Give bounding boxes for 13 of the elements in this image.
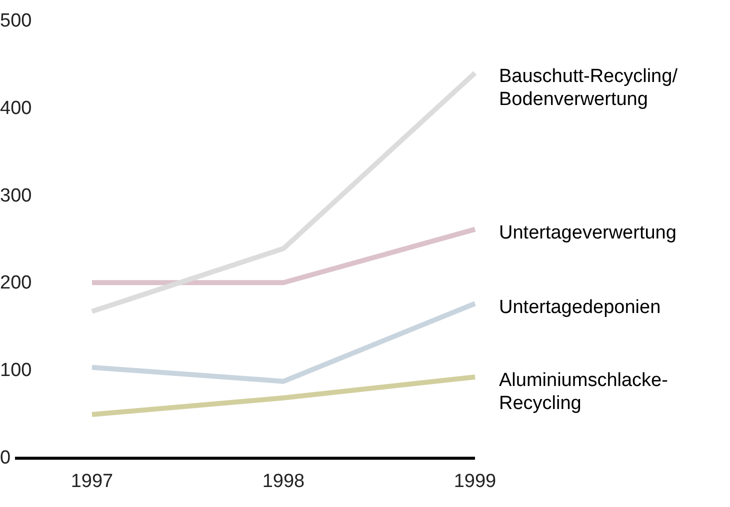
- series-label: Untertagedeponien: [499, 296, 661, 318]
- series-label: Aluminiumschlacke-Recycling: [499, 370, 668, 414]
- x-tick-label: 1998: [262, 470, 305, 492]
- x-tick-label: 1999: [454, 470, 496, 492]
- series-label: Bauschutt-Recycling/Bodenverwertung: [499, 66, 678, 110]
- y-tick-label: 300: [0, 185, 32, 206]
- y-tick-label: 0: [0, 447, 11, 468]
- y-tick-label: 500: [0, 10, 32, 32]
- x-tick-label: 1997: [70, 470, 114, 492]
- y-tick-label: 100: [0, 360, 32, 382]
- y-tick-label: 400: [0, 98, 32, 119]
- series-label: Untertageverwertung: [499, 222, 676, 244]
- y-tick-label: 200: [0, 272, 32, 294]
